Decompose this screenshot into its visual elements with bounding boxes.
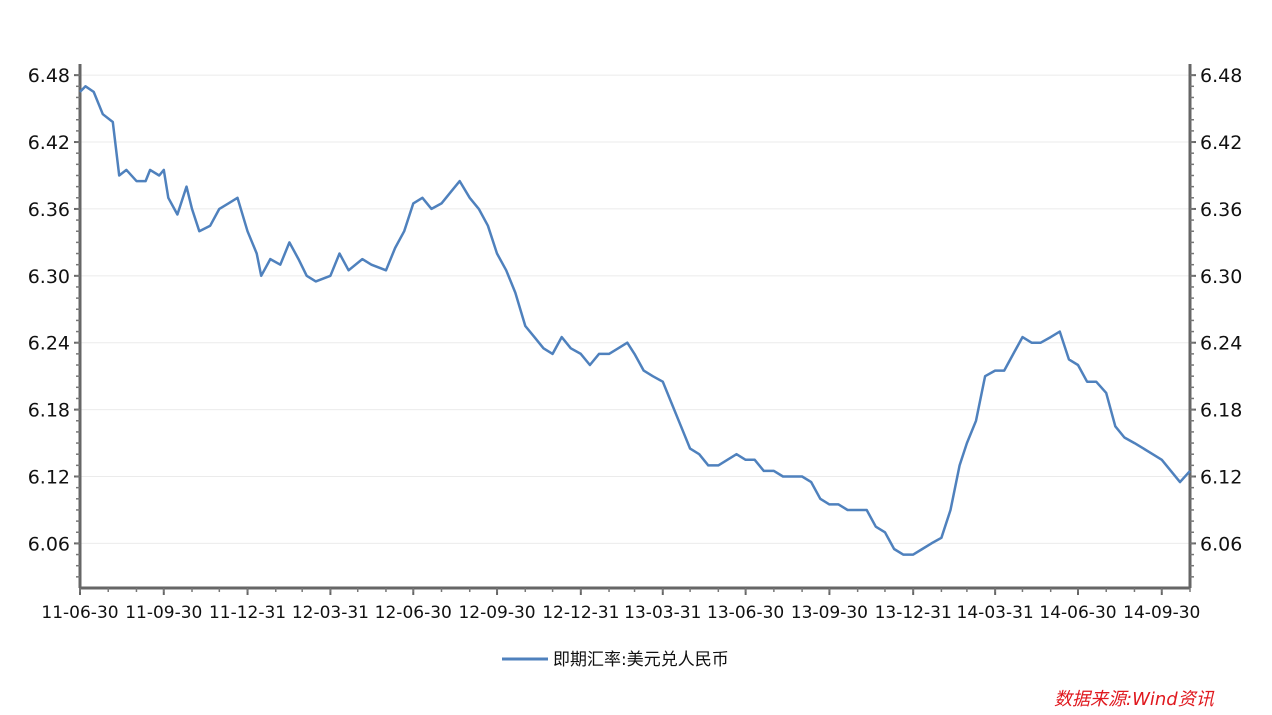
y-tick-label-right: 6.30 [1200,266,1242,288]
legend-label: 即期汇率:美元兑人民币 [553,650,729,670]
x-tick-label: 14-06-30 [1039,603,1116,623]
x-tick-label: 14-03-31 [957,603,1034,623]
series-line-usd-cny [79,85,1191,556]
y-tick-label-left: 6.30 [28,266,70,288]
y-tick-label-left: 6.48 [28,65,70,87]
y-tick-label-right: 6.18 [1200,400,1242,422]
x-tick-label: 12-06-30 [375,603,452,623]
x-tick-label: 12-03-31 [292,603,369,623]
x-ticks: 11-06-30 11-09-30 11-12-31 12-03-31 12-06-30… [41,588,1200,623]
y-tick-label-right: 6.48 [1200,65,1242,87]
y-ticks: 6.48 6.48 6.42 6.42 6.36 6.36 6.30 6.30 6.24 6.24… [28,65,1242,578]
x-tick-label: 12-09-30 [458,603,535,623]
y-tick-label-right: 6.36 [1200,199,1242,221]
y-tick-label-right: 6.42 [1200,132,1242,154]
x-tick-label: 11-12-31 [209,603,286,623]
y-tick-label-right: 6.12 [1200,467,1242,489]
y-tick-label-left: 6.12 [28,467,70,489]
y-tick-label-left: 6.06 [28,533,70,555]
x-tick-label: 12-12-31 [542,603,619,623]
grid-lines [80,74,1190,544]
x-tick-label: 13-12-31 [875,603,952,623]
y-tick-label-right: 6.24 [1200,333,1242,355]
legend: 即期汇率:美元兑人民币 [502,650,729,670]
axes [78,64,1192,590]
y-tick-label-left: 6.18 [28,400,70,422]
y-tick-label-right: 6.06 [1200,533,1242,555]
x-tick-label: 13-03-31 [624,603,701,623]
x-tick-label: 13-06-30 [707,603,784,623]
x-tick-label: 14-09-30 [1123,603,1200,623]
source-label: 数据来源:Wind资讯 [1054,689,1215,710]
y-tick-label-left: 6.42 [28,132,70,154]
x-tick-label: 11-06-30 [41,603,118,623]
y-tick-label-left: 6.24 [28,333,70,355]
y-tick-label-left: 6.36 [28,199,70,221]
x-tick-label: 11-09-30 [125,603,202,623]
x-tick-label: 13-09-30 [791,603,868,623]
